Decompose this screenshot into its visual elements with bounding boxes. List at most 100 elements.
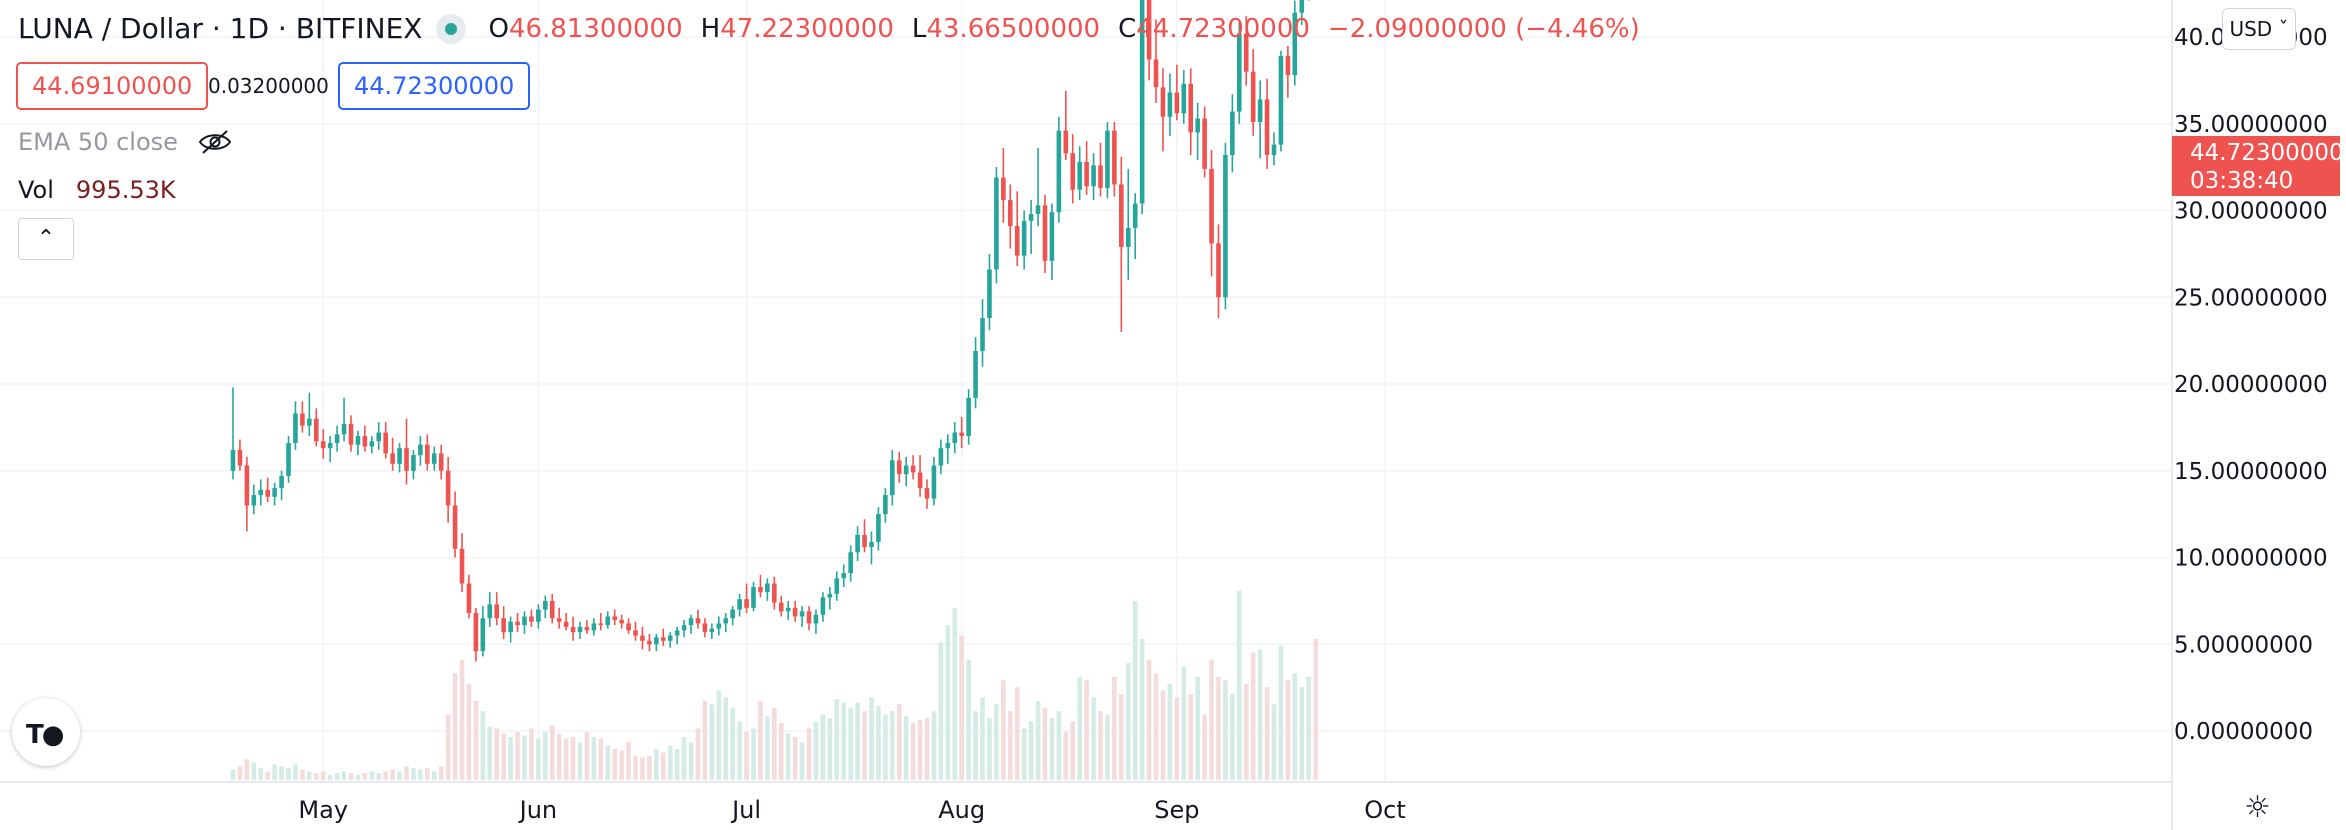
price-tick-label: 20.00000000 bbox=[2174, 372, 2328, 398]
candle bbox=[966, 389, 971, 445]
candle-body bbox=[362, 436, 368, 447]
candle-body bbox=[515, 621, 520, 626]
volume-bar bbox=[244, 759, 250, 780]
candle-body bbox=[945, 442, 951, 449]
candle bbox=[1063, 90, 1069, 161]
symbol-title[interactable]: LUNA / Dollar · 1D · BITFINEX bbox=[18, 12, 423, 45]
candle bbox=[313, 408, 319, 447]
time-tick-label: Jul bbox=[730, 796, 761, 824]
volume-bar bbox=[973, 711, 978, 780]
volume-bar bbox=[348, 773, 354, 780]
volume-bar bbox=[758, 700, 763, 780]
candle bbox=[751, 581, 756, 612]
candle bbox=[341, 397, 347, 442]
candle-body bbox=[522, 616, 527, 626]
volume-bar bbox=[515, 731, 520, 780]
volume-bar bbox=[1223, 680, 1228, 780]
volume-bar bbox=[862, 711, 867, 780]
candle-body bbox=[876, 514, 881, 542]
ema-indicator-legend[interactable]: EMA 50 close bbox=[18, 128, 232, 156]
market-status-icon[interactable] bbox=[436, 13, 467, 44]
volume-bar bbox=[751, 728, 756, 780]
candle bbox=[660, 628, 666, 646]
candle bbox=[765, 578, 770, 601]
volume-bar bbox=[584, 731, 590, 780]
high-label: H bbox=[700, 13, 721, 44]
volume-bar bbox=[1035, 700, 1041, 780]
candle bbox=[265, 477, 270, 502]
volume-bar bbox=[813, 721, 819, 780]
candle bbox=[910, 455, 916, 480]
volume-bar bbox=[1209, 659, 1214, 780]
candle bbox=[1042, 194, 1048, 273]
ohlc-readout: O46.81300000 H47.22300000 L43.66500000 C… bbox=[488, 14, 1639, 44]
volume-bar bbox=[924, 718, 930, 780]
candle-body bbox=[758, 586, 763, 593]
volume-bar bbox=[1112, 676, 1117, 780]
volume-bar bbox=[563, 738, 569, 780]
candle bbox=[640, 626, 645, 650]
candle-body bbox=[848, 552, 853, 574]
candle bbox=[1153, 19, 1159, 103]
candle bbox=[924, 479, 930, 509]
candle bbox=[945, 434, 951, 464]
candle-body bbox=[1077, 161, 1082, 190]
tradingview-logo[interactable]: T● bbox=[12, 698, 80, 766]
candle bbox=[1091, 153, 1096, 201]
eye-slash-icon[interactable] bbox=[198, 129, 232, 155]
candle-body bbox=[890, 460, 895, 496]
volume-bar bbox=[529, 728, 534, 780]
candle bbox=[584, 619, 590, 634]
candle bbox=[1070, 134, 1076, 204]
candle bbox=[1237, 19, 1242, 124]
volume-bar bbox=[667, 745, 673, 780]
candle-body bbox=[390, 453, 395, 464]
candle-body bbox=[1146, 0, 1152, 60]
candle-body bbox=[799, 611, 805, 617]
candle bbox=[674, 626, 680, 645]
volume-bar bbox=[1063, 731, 1069, 780]
volume-bar bbox=[1174, 697, 1180, 780]
price-tick-label: 10.00000000 bbox=[2174, 546, 2328, 572]
candle bbox=[716, 616, 722, 636]
candle bbox=[459, 533, 465, 593]
time-tick-label: Aug bbox=[938, 796, 985, 824]
candle-body bbox=[1160, 87, 1166, 117]
candle bbox=[549, 593, 555, 624]
candle-body bbox=[1070, 153, 1076, 190]
symbol-header: LUNA / Dollar · 1D · BITFINEX O46.813000… bbox=[18, 12, 1640, 45]
candle-body bbox=[300, 413, 305, 426]
volume-legend[interactable]: Vol 995.53K bbox=[18, 176, 176, 204]
candle-body bbox=[348, 423, 354, 445]
candle-body bbox=[772, 583, 777, 603]
chevron-down-icon: ˇ bbox=[2278, 17, 2289, 41]
volume-bar bbox=[772, 707, 777, 780]
volume-bar bbox=[626, 742, 631, 780]
candle bbox=[1119, 156, 1124, 332]
settings-gear-icon[interactable]: ☼ bbox=[2244, 790, 2271, 825]
candle bbox=[452, 491, 458, 558]
volume-bar bbox=[577, 742, 583, 780]
candle bbox=[883, 488, 888, 523]
volume-bar bbox=[265, 771, 270, 780]
volume-bar bbox=[709, 704, 715, 780]
volume-bar bbox=[543, 731, 548, 780]
candle bbox=[1278, 50, 1284, 152]
candle bbox=[307, 392, 312, 437]
volume-bar bbox=[1188, 694, 1194, 780]
last-price-label: 44.72300000 03:38:40 bbox=[2172, 136, 2344, 196]
currency-select[interactable]: USD ˇ bbox=[2222, 8, 2296, 50]
time-axis[interactable]: May Jun Jul Aug Sep Oct bbox=[298, 796, 1405, 824]
volume-bar bbox=[1278, 645, 1284, 780]
candle bbox=[251, 484, 257, 515]
candle-body bbox=[931, 465, 937, 499]
volume-bar bbox=[376, 773, 382, 780]
collapse-legend-button[interactable]: ⌃ bbox=[18, 218, 74, 260]
candle-body bbox=[660, 637, 666, 641]
sell-price-button[interactable]: 44.69100000 bbox=[16, 62, 209, 110]
volume-bar bbox=[452, 673, 458, 780]
buy-price-button[interactable]: 44.72300000 bbox=[338, 62, 531, 110]
candle-body bbox=[286, 442, 291, 476]
price-axis[interactable]: 0.00000000 5.00000000 10.00000000 15.000000… bbox=[2174, 0, 2328, 745]
